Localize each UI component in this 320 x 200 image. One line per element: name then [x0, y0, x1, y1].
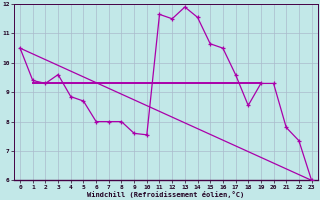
X-axis label: Windchill (Refroidissement éolien,°C): Windchill (Refroidissement éolien,°C)	[87, 191, 244, 198]
